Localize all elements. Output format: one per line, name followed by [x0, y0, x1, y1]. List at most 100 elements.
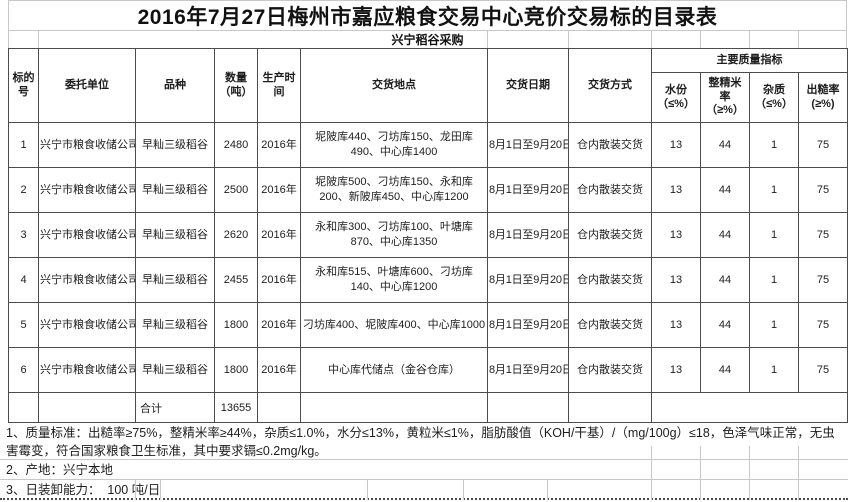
cell-empty [568, 392, 652, 423]
cell-qty: 2455 [214, 257, 258, 303]
cell-variety: 早籼三级稻谷 [135, 302, 215, 348]
cell-moisture: 13 [651, 347, 701, 393]
col-header-date: 交货日期 [487, 48, 569, 123]
cell-location: 刁坊库400、坭陂库400、中心库1000 [300, 302, 488, 348]
cell-prod: 2016年 [257, 212, 301, 258]
cell-prod: 2016年 [257, 302, 301, 348]
cell-date: 8月1日至9月20日 [487, 122, 569, 168]
col-header-prod-time: 生产时 间 [257, 48, 301, 123]
table-row: 3 兴宁市粮食收储公司 早籼三级稻谷 2620 2016年 永和库300、刁坊库… [8, 212, 848, 258]
cell-impurity: 1 [749, 347, 799, 393]
cell-date: 8月1日至9月20日 [487, 347, 569, 393]
cell-method: 仓内散装交货 [568, 212, 652, 258]
table-row: 6 兴宁市粮食收储公司 早籼三级稻谷 1800 2016年 中心库代储点（金谷仓… [8, 347, 848, 393]
gridline [568, 31, 569, 48]
col-header-qty: 数量 （吨） [214, 48, 258, 123]
cell-impurity: 1 [749, 302, 799, 348]
title-block: 2016年7月27日梅州市嘉应粮食交易中心竞价交易标的目录表 兴宁稻谷采购 [8, 0, 847, 48]
cell-empty [8, 392, 39, 423]
gridline [749, 446, 750, 500]
total-row: 合计 13655 [8, 392, 848, 423]
cell-whole-rice: 44 [700, 122, 750, 168]
col-header-quality-group: 主要质量指标 [651, 48, 848, 73]
cell-variety: 早籼三级稻谷 [135, 167, 215, 213]
table-row: 2 兴宁市粮食收储公司 早籼三级稻谷 2500 2016年 坭陂库500、刁坊库… [8, 167, 848, 213]
cell-variety: 早籼三级稻谷 [135, 122, 215, 168]
cell-variety: 早籼三级稻谷 [135, 212, 215, 258]
page-subtitle: 兴宁稻谷采购 [391, 33, 464, 47]
gridline [547, 480, 548, 500]
cell-variety: 早籼三级稻谷 [135, 257, 215, 303]
gridline [487, 31, 488, 48]
col-header-moisture: 水份 （≤%） [651, 72, 701, 123]
col-header-location: 交货地点 [300, 48, 488, 123]
cell-whole-rice: 44 [700, 212, 750, 258]
cell-unit: 兴宁市粮食收储公司 [38, 122, 136, 168]
cell-unit: 兴宁市粮食收储公司 [38, 347, 136, 393]
cell-unit: 兴宁市粮食收储公司 [38, 302, 136, 348]
cell-moisture: 13 [651, 167, 701, 213]
col-header-brown-rice: 出糙率 (≥%) [798, 72, 848, 123]
col-header-variety: 品种 [135, 48, 215, 123]
cell-qty: 2480 [214, 122, 258, 168]
gridline [160, 480, 161, 500]
cell-moisture: 13 [651, 257, 701, 303]
col-header-whole-rice: 整精米 率 （≥%） [700, 72, 750, 123]
title-row: 2016年7月27日梅州市嘉应粮食交易中心竞价交易标的目录表 [9, 1, 846, 31]
cell-location: 坭陂库440、刁坊库150、龙田库490、中心库1400 [300, 122, 488, 168]
cell-whole-rice: 44 [700, 302, 750, 348]
cell-brown-rice: 75 [798, 122, 848, 168]
gridline [749, 31, 750, 48]
cell-lot-no: 4 [8, 257, 39, 303]
cell-prod: 2016年 [257, 122, 301, 168]
cell-qty: 1800 [214, 302, 258, 348]
col-header-unit: 委托单位 [38, 48, 136, 123]
cell-qty: 2620 [214, 212, 258, 258]
gridline [651, 31, 652, 48]
cell-date: 8月1日至9月20日 [487, 212, 569, 258]
cell-brown-rice: 75 [798, 347, 848, 393]
table-row: 1 兴宁市粮食收储公司 早籼三级稻谷 2480 2016年 坭陂库440、刁坊库… [8, 122, 848, 168]
gridline [135, 480, 136, 500]
total-label: 合计 [135, 392, 215, 423]
gridline [700, 31, 701, 48]
cell-location: 永和库300、刁坊库100、叶塘库870、中心库1350 [300, 212, 488, 258]
note-loading-capacity: 3、日装卸能力： 100 吨/日 [0, 480, 848, 500]
table-header: 标的 号 委托单位 品种 数量 （吨） 生产时 间 交货地点 交货日期 交货方式… [8, 48, 848, 123]
cell-location: 永和库515、叶塘库600、刁坊库140、中心库1200 [300, 257, 488, 303]
cell-method: 仓内散装交货 [568, 122, 652, 168]
cell-prod: 2016年 [257, 257, 301, 303]
gridline [38, 31, 39, 48]
gridline [798, 31, 799, 48]
cell-brown-rice: 75 [798, 257, 848, 303]
cell-whole-rice: 44 [700, 347, 750, 393]
cell-brown-rice: 75 [798, 212, 848, 258]
table-row: 5 兴宁市粮食收储公司 早籼三级稻谷 1800 2016年 刁坊库400、坭陂库… [8, 302, 848, 348]
cell-lot-no: 6 [8, 347, 39, 393]
cell-method: 仓内散装交货 [568, 302, 652, 348]
cell-moisture: 13 [651, 212, 701, 258]
col-header-impurity: 杂质 （≤%） [749, 72, 799, 123]
cell-prod: 2016年 [257, 347, 301, 393]
cell-brown-rice: 75 [798, 167, 848, 213]
col-header-lot-no: 标的 号 [8, 48, 39, 123]
cell-empty [651, 392, 848, 423]
cell-date: 8月1日至9月20日 [487, 167, 569, 213]
col-header-method: 交货方式 [568, 48, 652, 123]
cell-date: 8月1日至9月20日 [487, 302, 569, 348]
notes-section: 1、质量标准：出糙率≥75%，整精米率≥44%，杂质≤1.0%，水分≤13%，黄… [0, 422, 848, 500]
cell-prod: 2016年 [257, 167, 301, 213]
page-title: 2016年7月27日梅州市嘉应粮食交易中心竞价交易标的目录表 [137, 5, 718, 29]
gridline [463, 480, 464, 500]
cell-impurity: 1 [749, 212, 799, 258]
gridline [367, 480, 368, 500]
table-row: 4 兴宁市粮食收储公司 早籼三级稻谷 2455 2016年 永和库515、叶塘库… [8, 257, 848, 303]
cell-method: 仓内散装交货 [568, 167, 652, 213]
cell-qty: 1800 [214, 347, 258, 393]
cell-empty [257, 392, 301, 423]
cell-unit: 兴宁市粮食收储公司 [38, 212, 136, 258]
cell-whole-rice: 44 [700, 167, 750, 213]
cell-date: 8月1日至9月20日 [487, 257, 569, 303]
cell-location: 坭陂库500、刁坊库150、永和库200、新陂库450、中心库1200 [300, 167, 488, 213]
